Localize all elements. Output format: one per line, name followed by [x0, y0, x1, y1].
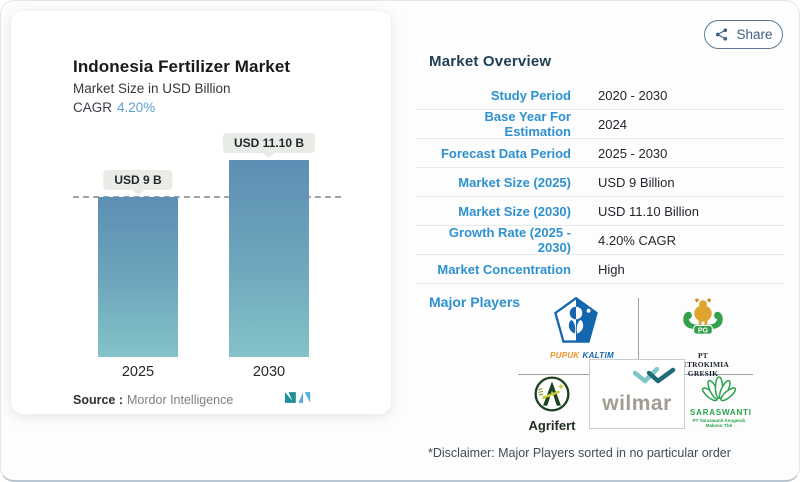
overview-row: Growth Rate (2025 - 2030) 4.20% CAGR: [416, 225, 784, 255]
overview-row-value: 2024: [598, 116, 627, 132]
petrokimia-monogram: PG: [698, 326, 709, 334]
overview-row: Market Size (2025) USD 9 Billion: [416, 168, 784, 197]
market-chart-card: Indonesia Fertilizer Market Market Size …: [11, 11, 391, 414]
overview-row-label: Growth Rate (2025 - 2030): [448, 225, 571, 255]
petrokimia-caption: PT PETROKIMIA GRESIK: [676, 351, 729, 378]
overview-row-value: USD 9 Billion: [598, 174, 675, 190]
share-button-label: Share: [736, 27, 773, 42]
logo-saraswanti: SARASWANTI PT Saraswanti Anugerah Makmur…: [690, 375, 752, 433]
players-horizontal-divider-right: [684, 374, 753, 375]
overview-row-label: Forecast Data Period: [440, 145, 571, 161]
saraswanti-caption: SARASWANTI: [690, 408, 752, 417]
overview-row-value: 2020 - 2030: [598, 87, 668, 103]
source-row: Source : Mordor Intelligence: [73, 393, 233, 407]
wilmar-bird-icon: [633, 367, 676, 384]
overview-row-value: 4.20% CAGR: [598, 232, 677, 248]
overview-row: Market Concentration High: [416, 255, 784, 284]
market-overview-table: Study Period 2020 - 2030 Base Year For Est…: [416, 81, 784, 284]
cagr-label: CAGR: [73, 100, 113, 115]
share-button[interactable]: Share: [704, 20, 783, 49]
petrokimia-gresik-logo-icon: PG: [683, 298, 723, 335]
saraswanti-tagline-dots: · · · · · · · · · ·: [693, 428, 745, 433]
share-icon: [716, 28, 728, 41]
pupuk-kaltim-logo-icon: [554, 296, 598, 343]
major-players-heading: Major Players: [429, 294, 521, 310]
saraswanti-subcaption: PT Saraswanti Anugerah Makmur Tbk: [692, 418, 746, 428]
overview-row: Base Year For Estimation 2024: [416, 109, 784, 139]
wilmar-caption: wilmar: [602, 392, 672, 415]
overview-row-label: Market Size (2025): [458, 174, 571, 190]
agrifert-caption: Agrifert: [528, 418, 576, 433]
overview-row-value: 2025 - 2030: [598, 145, 668, 161]
chart-subtitle: Market Size in USD Billion: [73, 81, 231, 96]
overview-row-label: Base Year For Estimation: [484, 109, 571, 139]
agrifert-logo-icon: [534, 376, 570, 412]
players-horizontal-divider-left: [518, 374, 589, 375]
chart-title: Indonesia Fertilizer Market: [73, 57, 291, 76]
overview-row: Forecast Data Period 2025 - 2030: [416, 139, 784, 168]
pupuk-kaltim-caption: PUPUK KALTIM: [550, 351, 614, 360]
source-label: Source :: [73, 393, 124, 407]
logo-agrifert: Agrifert: [524, 375, 580, 433]
market-overview-heading: Market Overview: [429, 53, 552, 70]
bar-2025: [98, 197, 178, 357]
bar-value-label: USD 9 B: [103, 170, 173, 190]
bar-2030: [229, 159, 309, 357]
saraswanti-leaves-icon: [701, 376, 737, 402]
x-axis-label: 2030: [252, 364, 286, 380]
players-vertical-divider: [638, 298, 639, 374]
disclaimer-text: *Disclaimer: Major Players sorted in no …: [428, 446, 731, 460]
bar-value-label: USD 11.10 B: [222, 132, 316, 153]
cagr-line: CAGR 4.20%: [73, 100, 155, 115]
overview-row-value: High: [598, 261, 625, 277]
overview-row: Study Period 2020 - 2030: [416, 81, 784, 110]
overview-row: Market Size (2030) USD 11.10 Billion: [416, 197, 784, 226]
logo-wilmar: wilmar: [589, 359, 685, 429]
overview-row-label: Market Size (2030): [458, 203, 571, 219]
reference-dashed-line: [73, 196, 341, 198]
overview-row-value: USD 11.10 Billion: [598, 203, 699, 219]
mordor-intelligence-logo-icon: [285, 392, 311, 403]
overview-row-label: Study Period: [490, 87, 571, 103]
source-name: Mordor Intelligence: [127, 393, 234, 407]
x-axis-label: 2025: [121, 364, 155, 380]
cagr-value: 4.20%: [117, 100, 156, 115]
overview-row-label: Market Concentration: [437, 261, 571, 277]
logo-petrokimia-gresik: PG PT PETROKIMIA GRESIK: [673, 295, 733, 378]
logo-pupuk-kaltim: PUPUK KALTIM: [550, 296, 614, 360]
